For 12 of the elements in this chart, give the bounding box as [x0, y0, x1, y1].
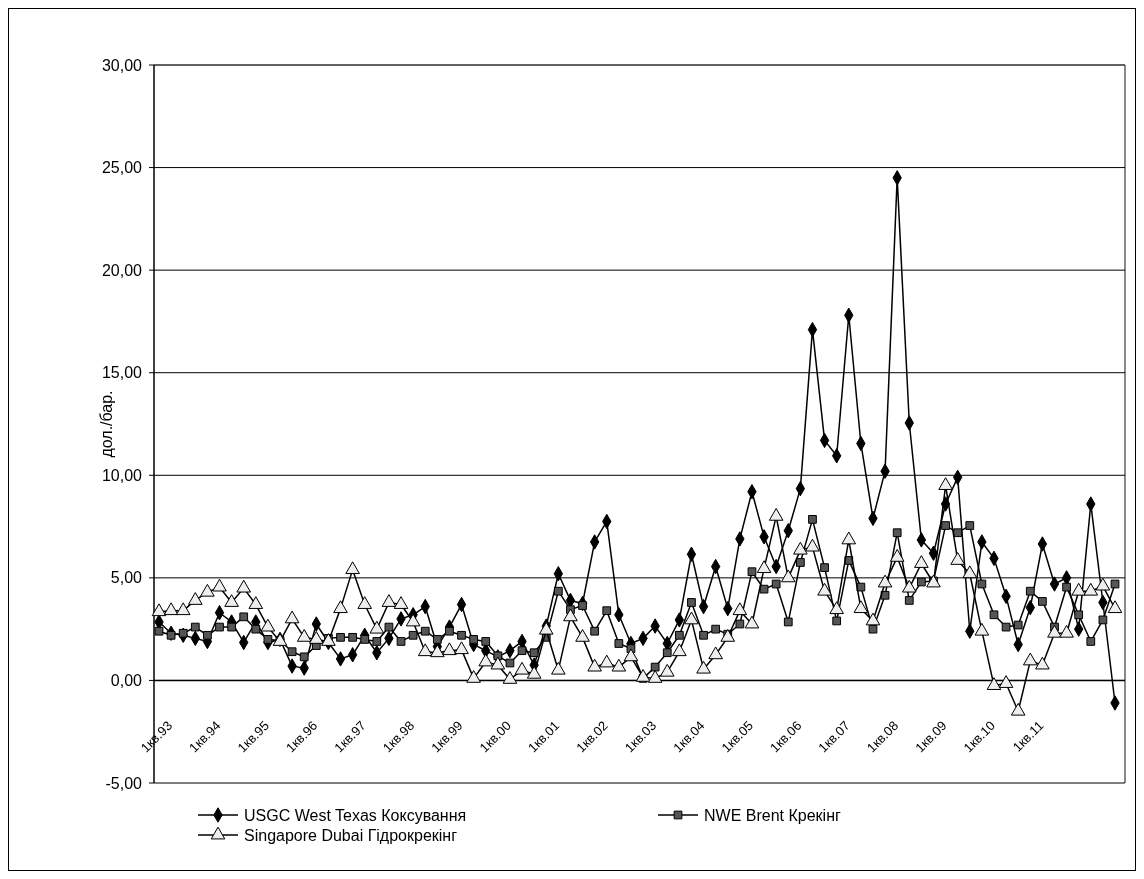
y-tick-label: 30,00	[101, 56, 143, 74]
y-tick-label: 0,00	[110, 672, 143, 690]
legend-label: Singapore Dubai Гідрокрекінг	[244, 826, 458, 844]
y-tick-label: 25,00	[101, 159, 143, 177]
y-tick-label: -5,00	[105, 774, 143, 792]
legend-label: USGC West Texas Коксування	[244, 806, 467, 824]
y-tick-label: 20,00	[101, 261, 143, 279]
y-tick-label: 5,00	[110, 569, 143, 587]
y-axis-title: дол./бар.	[98, 390, 115, 458]
y-tick-label: 15,00	[101, 364, 143, 382]
legend-label: NWE Brent Крекінг	[704, 806, 841, 824]
y-tick-label: 10,00	[101, 466, 143, 484]
